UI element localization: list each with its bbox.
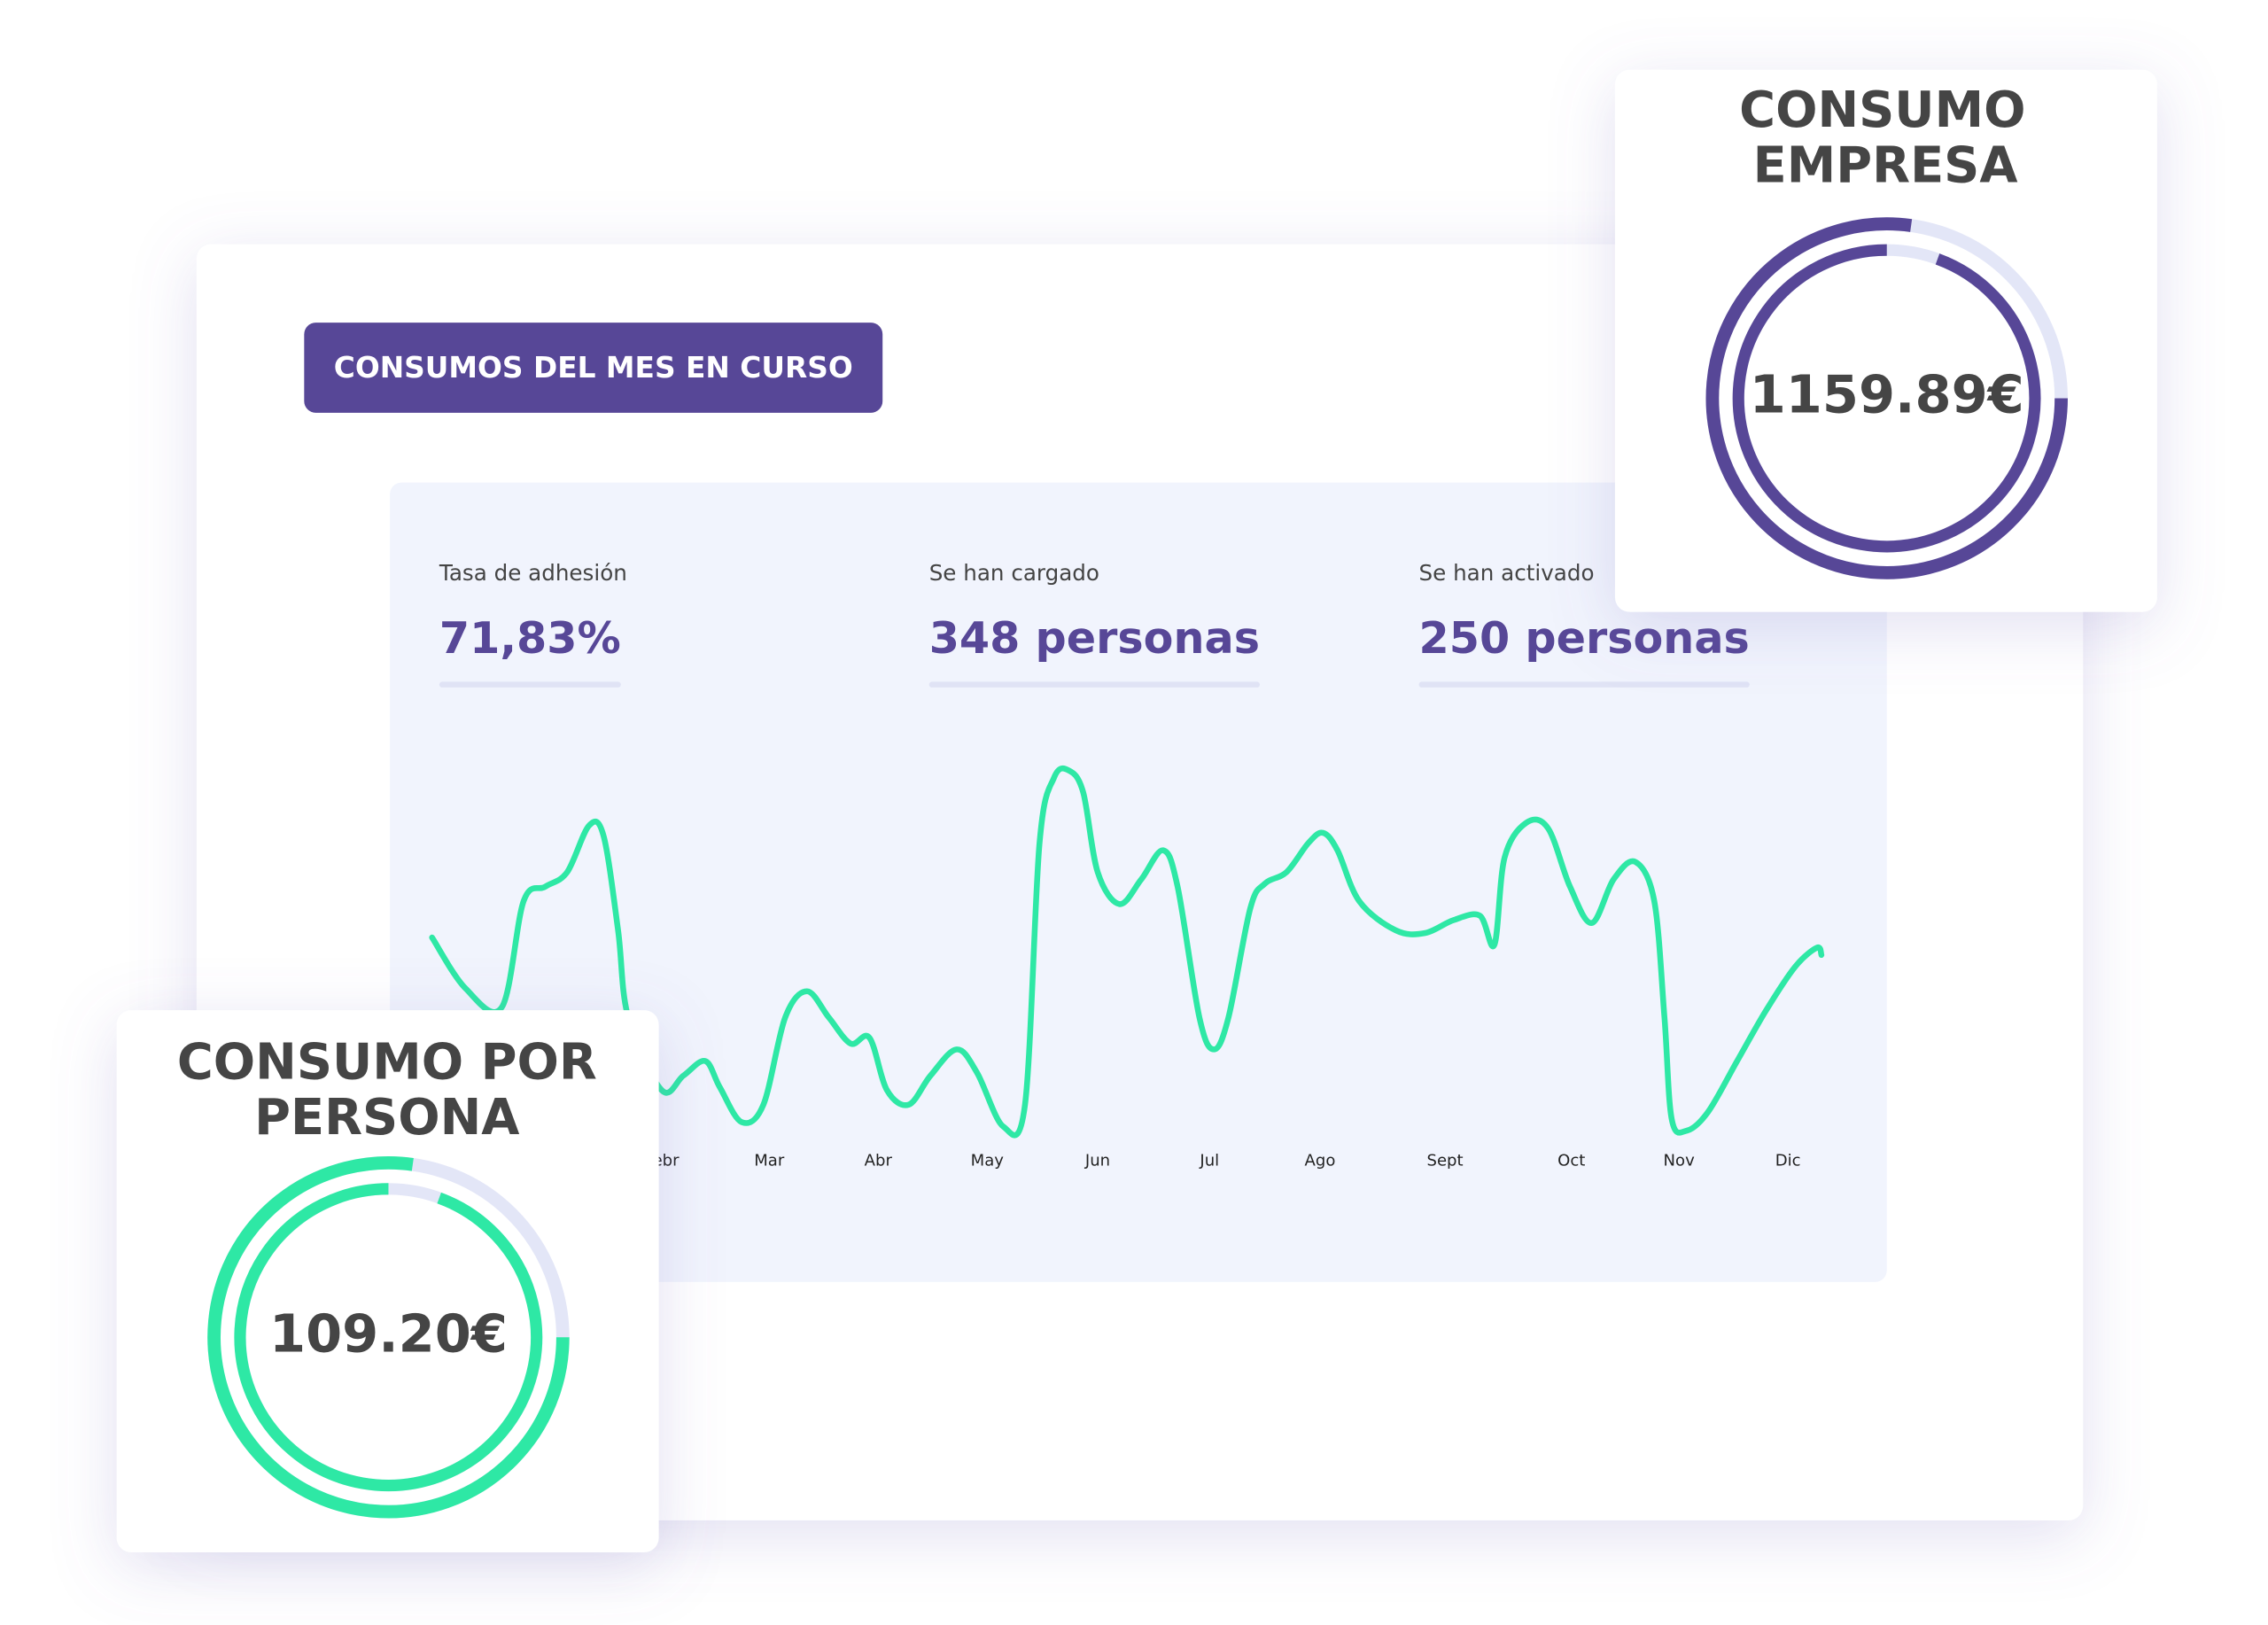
amount: 1159.89€: [1750, 364, 2024, 425]
person-card: CONSUMO POR PERSONA 109.20€: [116, 1010, 659, 1552]
ring-arc: [1732, 244, 2041, 553]
company-card: CONSUMO EMPRESA 1159.89€: [1614, 69, 2157, 612]
stat-value: 250 personas: [1419, 612, 1750, 664]
amount: 109.20€: [269, 1302, 508, 1364]
x-tick-label: Abr: [865, 1152, 893, 1170]
stat-value: 71,83%: [439, 612, 621, 664]
stat-label: Se han activado: [1419, 560, 1595, 586]
stat-underline: [439, 681, 621, 688]
x-tick-label: Ago: [1305, 1152, 1336, 1170]
x-tick-label: Dic: [1775, 1152, 1801, 1170]
stat-underline: [928, 681, 1261, 688]
x-tick-label: Jul: [1199, 1152, 1219, 1170]
line-chart: Febr Mar Abr May Jun Jul Ago Sept Oct Nov Dic: [429, 765, 1825, 1170]
x-tick-label: Nov: [1664, 1152, 1696, 1170]
stat-underline: [1418, 681, 1750, 688]
stats: Tasa de adhesión 71,83% Se han cargado 348 …: [439, 560, 1750, 688]
ring-arc: [207, 1156, 570, 1519]
x-tick-label: Sept: [1427, 1152, 1464, 1170]
x-tick-label: Jun: [1084, 1152, 1110, 1170]
card-title: PERSONA: [254, 1089, 519, 1147]
button-label: CONSUMOS DEL MES EN CURSO: [334, 351, 853, 385]
card-title: CONSUMO POR: [177, 1034, 597, 1092]
x-tick-label: May: [971, 1152, 1005, 1170]
ring-arc: [1705, 217, 2068, 579]
stat-label: Tasa de adhesión: [439, 560, 627, 586]
card-title: CONSUMO: [1739, 82, 2025, 139]
data-line: [429, 765, 1825, 1139]
stat-value: 348 personas: [929, 612, 1260, 664]
ring-arc: [234, 1183, 543, 1492]
x-tick-label: Oct: [1557, 1152, 1585, 1170]
card-title: EMPRESA: [1753, 136, 2018, 194]
card-bg: [116, 1010, 659, 1552]
period-button[interactable]: [304, 323, 883, 413]
x-tick-label: Mar: [754, 1152, 785, 1170]
stat-label: Se han cargado: [929, 560, 1099, 586]
card-bg: [1614, 69, 2157, 612]
